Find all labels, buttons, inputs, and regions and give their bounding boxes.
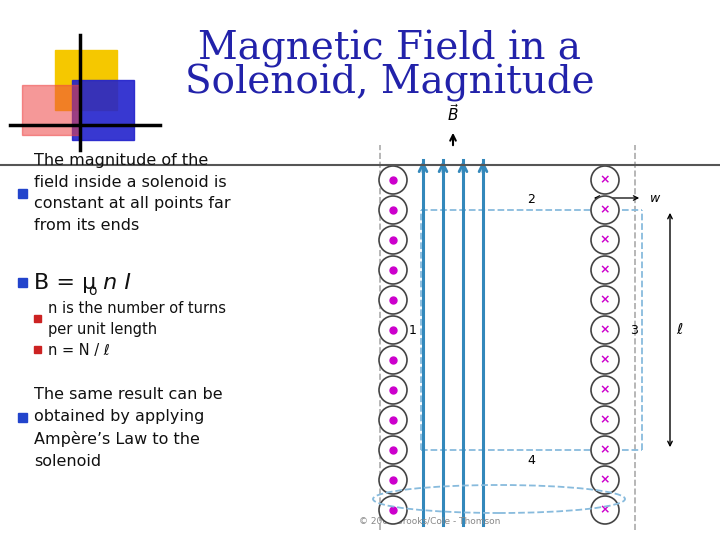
Text: 2: 2 xyxy=(528,193,536,206)
Bar xyxy=(34,346,41,353)
Circle shape xyxy=(379,406,407,434)
Text: ×: × xyxy=(600,383,611,396)
Circle shape xyxy=(591,436,619,464)
Bar xyxy=(18,189,27,198)
Text: © 2005 Brooks/Cole - Thomson: © 2005 Brooks/Cole - Thomson xyxy=(359,517,500,526)
Bar xyxy=(18,413,27,422)
Text: w: w xyxy=(650,192,660,205)
Text: ×: × xyxy=(600,354,611,367)
Text: ×: × xyxy=(600,474,611,487)
Text: ×: × xyxy=(600,294,611,307)
Text: Magnetic Field in a: Magnetic Field in a xyxy=(199,30,582,68)
Circle shape xyxy=(379,466,407,494)
Text: $\vec{B}$: $\vec{B}$ xyxy=(447,103,459,124)
Circle shape xyxy=(379,436,407,464)
Circle shape xyxy=(379,196,407,224)
Circle shape xyxy=(591,496,619,524)
Text: 3: 3 xyxy=(630,323,638,336)
Circle shape xyxy=(379,286,407,314)
Text: ×: × xyxy=(600,414,611,427)
Circle shape xyxy=(591,196,619,224)
Text: o: o xyxy=(88,284,96,298)
Text: 4: 4 xyxy=(528,454,536,467)
Text: ℓ: ℓ xyxy=(676,322,683,338)
Circle shape xyxy=(591,256,619,284)
Bar xyxy=(22,85,80,135)
Text: ×: × xyxy=(600,264,611,276)
Circle shape xyxy=(591,406,619,434)
Text: n = N / ℓ: n = N / ℓ xyxy=(48,342,109,357)
Text: ×: × xyxy=(600,503,611,516)
Circle shape xyxy=(591,166,619,194)
Circle shape xyxy=(379,166,407,194)
Circle shape xyxy=(591,286,619,314)
Text: ×: × xyxy=(600,323,611,336)
Text: ×: × xyxy=(600,204,611,217)
Text: n I: n I xyxy=(96,273,131,293)
Circle shape xyxy=(591,346,619,374)
Text: ×: × xyxy=(600,233,611,246)
Bar xyxy=(55,50,117,110)
Text: B = μ: B = μ xyxy=(34,273,96,293)
Circle shape xyxy=(379,496,407,524)
Text: ×: × xyxy=(600,443,611,456)
Circle shape xyxy=(379,316,407,344)
Circle shape xyxy=(379,346,407,374)
Text: n is the number of turns
per unit length: n is the number of turns per unit length xyxy=(48,301,226,338)
Circle shape xyxy=(591,376,619,404)
Circle shape xyxy=(379,226,407,254)
Bar xyxy=(18,278,27,287)
Bar xyxy=(34,315,41,322)
Text: 1: 1 xyxy=(409,323,417,336)
Text: Solenoid, Magnitude: Solenoid, Magnitude xyxy=(185,64,595,102)
Circle shape xyxy=(379,376,407,404)
Circle shape xyxy=(379,256,407,284)
Circle shape xyxy=(591,226,619,254)
Circle shape xyxy=(591,466,619,494)
Text: The same result can be
obtained by applying
Ampère’s Law to the
solenoid: The same result can be obtained by apply… xyxy=(34,387,222,469)
Text: The magnitude of the
field inside a solenoid is
constant at all points far
from : The magnitude of the field inside a sole… xyxy=(34,153,230,233)
Text: ×: × xyxy=(600,173,611,186)
Bar xyxy=(72,80,134,140)
Circle shape xyxy=(591,316,619,344)
